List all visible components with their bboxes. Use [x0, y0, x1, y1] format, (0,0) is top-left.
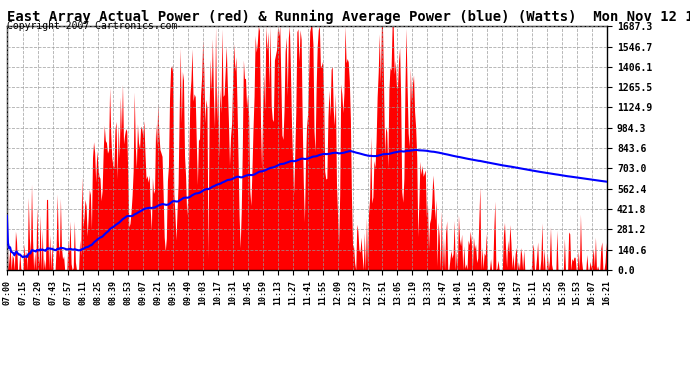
Text: Copyright 2007 Cartronics.com: Copyright 2007 Cartronics.com [7, 21, 177, 31]
Text: East Array Actual Power (red) & Running Average Power (blue) (Watts)  Mon Nov 12: East Array Actual Power (red) & Running … [7, 9, 690, 24]
